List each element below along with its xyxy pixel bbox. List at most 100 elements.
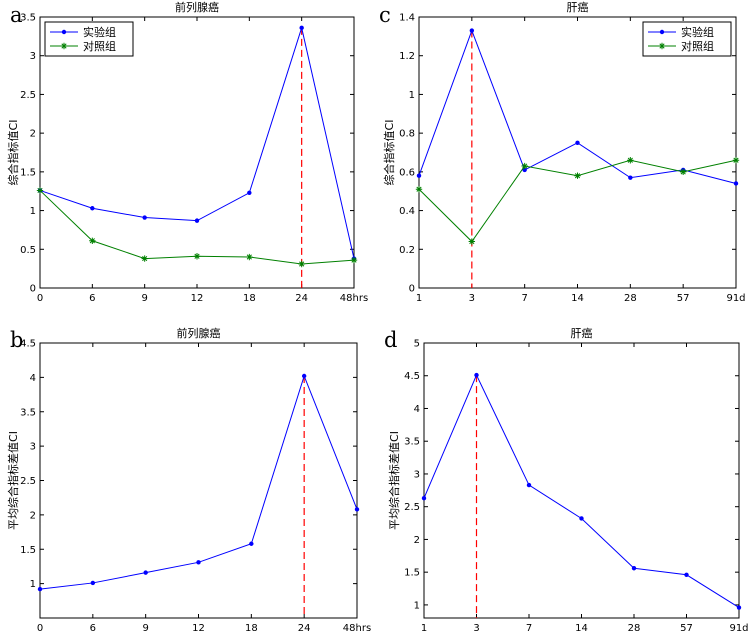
y-tick-label: 4.5 [404,371,420,382]
legend-marker [658,42,666,50]
data-point [421,495,427,501]
y-tick-label: 3.5 [20,13,36,24]
y-tick-label: 2.5 [20,476,36,487]
x-tick-label: 1 [421,623,427,631]
y-tick-label: 2 [414,535,420,546]
y-tick-label: 1.2 [399,51,415,62]
data-point [733,181,739,186]
data-point [679,168,687,176]
data-point [89,237,96,244]
x-tick-label: 57 [680,623,693,631]
y-tick-label: 2.5 [20,90,36,101]
y-tick-label: 5 [414,339,420,350]
x-tick-label: 48hrs [343,623,371,631]
x-tick-label: 18 [245,623,258,631]
data-point [90,580,96,586]
y-tick-label: 3.5 [404,437,420,448]
panel-label: a [10,3,23,27]
chart-title: 肝癌 [567,0,589,14]
series-line-experimental [39,25,355,259]
data-point [631,566,637,571]
y-axis-label: 综合指标值CI [382,120,396,186]
data-point [90,206,95,211]
data-point [246,253,253,261]
data-point [522,167,527,173]
data-point [143,570,148,575]
y-tick-label: 1 [30,579,36,590]
data-point [350,256,358,264]
y-tick-label: 0 [409,284,415,295]
legend-marker [61,29,67,35]
y-axis-label: 平均综合指标差值CI [6,431,20,530]
y-axis-label: 平均综合指标差值CI [387,431,401,530]
legend-marker [659,29,665,35]
panel-label: b [10,328,23,352]
data-point [301,373,307,379]
data-point [574,172,581,179]
data-point [526,482,532,488]
data-point [684,572,689,577]
legend-box [642,21,732,57]
legend-label: 对照组 [681,39,714,53]
y-tick-label: 3.5 [20,407,36,418]
x-tick-label: 0 [37,623,43,631]
data-point [627,157,634,164]
y-tick-label: 1 [30,206,36,217]
data-point [579,516,584,521]
data-point [196,560,201,565]
y-tick-label: 3 [30,51,36,62]
chart-panel-d: d 肝癌 1 3 7 14 28 57 91d 1 1.5 2 2.5 3 3.5 4 4.5 5 平均综合指标差值… [384,326,748,631]
x-tick-label: 24 [298,623,311,631]
legend-label: 实验组 [681,25,714,39]
x-tick-label: 0 [37,293,43,304]
chart-panel-a: a 前列腺癌 0 6 9 12 18 24 48hrs 0 0.5 1 1.5 2 2.5 3 3.5 综合指标值… [6,0,368,304]
data-point [732,157,740,164]
data-point [299,25,304,31]
y-tick-label: 0.2 [399,245,415,256]
x-tick-label: 12 [192,623,205,631]
x-tick-label: 6 [90,623,96,631]
y-tick-label: 3 [30,442,36,453]
plot-frame [423,342,740,619]
data-point [416,173,422,178]
x-tick-label: 1 [416,293,422,304]
chart-title: 肝癌 [571,326,593,340]
series-line-experimental [423,373,740,608]
y-tick-label: 1 [414,600,420,611]
plot-frame [418,16,737,289]
x-tick-label: 91d [726,293,745,304]
y-tick-label: 1.5 [20,545,36,556]
data-point [193,253,201,260]
legend-label: 实验组 [83,25,116,39]
chart-title: 前列腺癌 [175,0,219,14]
x-tick-label: 91d [729,623,748,631]
x-tick-label: 24 [295,293,308,304]
data-point [575,140,580,146]
y-tick-label: 0.5 [20,245,36,256]
data-point [354,507,360,512]
x-tick-label: 12 [191,293,204,304]
data-point [194,218,200,223]
data-point [142,215,147,220]
x-tick-label: 7 [521,293,527,304]
y-tick-label: 0.6 [399,167,415,178]
y-tick-label: 3 [414,469,420,480]
y-tick-label: 0.8 [399,129,415,140]
x-tick-label: 3 [473,623,479,631]
data-point [474,372,479,378]
y-tick-label: 4.5 [20,339,36,350]
legend-marker [60,42,68,50]
data-point [247,190,252,195]
data-point [141,255,148,262]
data-point [468,238,476,245]
data-point [521,162,528,170]
y-tick-label: 4 [414,404,420,415]
y-tick-label: 2 [30,510,36,521]
data-point [37,586,43,592]
x-tick-label: 28 [628,623,641,631]
x-tick-label: 14 [575,623,588,631]
series-line-control [39,190,355,265]
chart-panel-b: b 前列腺癌 0 6 9 12 18 24 48hrs 1 1.5 2 2.5 3 3.5 4 4.5 平均综合指… [6,326,371,631]
